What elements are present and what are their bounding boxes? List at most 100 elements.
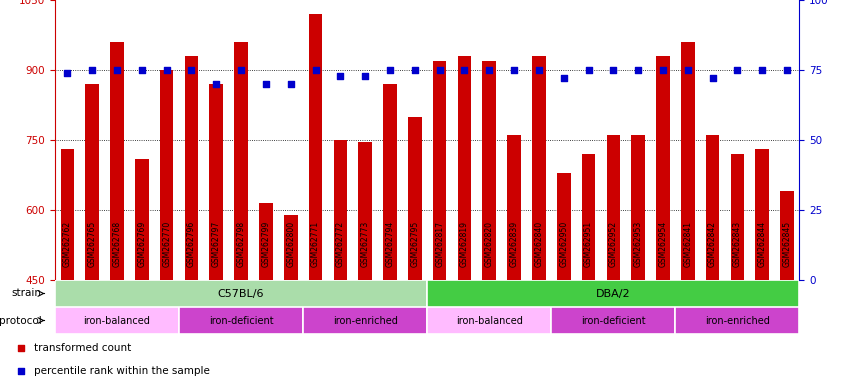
Text: GSM262773: GSM262773 <box>360 221 370 267</box>
Text: GSM262768: GSM262768 <box>113 221 122 267</box>
Bar <box>433 61 447 384</box>
Point <box>458 67 471 73</box>
Bar <box>333 140 347 384</box>
Text: GSM262842: GSM262842 <box>708 221 717 267</box>
Text: GSM262840: GSM262840 <box>535 221 543 267</box>
Text: GSM262796: GSM262796 <box>187 221 196 267</box>
Bar <box>160 70 173 384</box>
Bar <box>184 56 198 384</box>
Bar <box>234 42 248 384</box>
Text: protocol: protocol <box>0 316 41 326</box>
Bar <box>284 215 298 384</box>
Text: GSM262795: GSM262795 <box>410 221 420 267</box>
Point <box>433 67 447 73</box>
Bar <box>408 117 421 384</box>
Text: GSM262800: GSM262800 <box>286 221 295 267</box>
Point <box>532 67 546 73</box>
Point <box>383 67 397 73</box>
Bar <box>303 307 427 334</box>
Text: GSM262797: GSM262797 <box>212 221 221 267</box>
Point <box>85 67 99 73</box>
Point <box>731 67 744 73</box>
Text: GSM262845: GSM262845 <box>783 221 792 267</box>
Point <box>582 67 596 73</box>
Point <box>210 81 223 87</box>
Bar <box>135 159 149 384</box>
Point <box>135 67 149 73</box>
Text: GSM262817: GSM262817 <box>435 221 444 267</box>
Text: GSM262819: GSM262819 <box>460 221 469 267</box>
Text: GSM262771: GSM262771 <box>311 221 320 267</box>
Bar <box>552 307 675 334</box>
Bar <box>557 173 570 384</box>
Bar <box>508 135 521 384</box>
Text: GSM262954: GSM262954 <box>658 221 667 267</box>
Text: percentile rank within the sample: percentile rank within the sample <box>34 366 210 376</box>
Bar <box>706 135 719 384</box>
Text: iron-enriched: iron-enriched <box>705 316 770 326</box>
Text: GSM262950: GSM262950 <box>559 221 569 267</box>
Bar <box>427 280 799 307</box>
Text: GSM262952: GSM262952 <box>609 221 618 267</box>
Point <box>656 67 670 73</box>
Text: GSM262839: GSM262839 <box>509 221 519 267</box>
Point <box>508 67 521 73</box>
Text: transformed count: transformed count <box>34 343 131 353</box>
Bar <box>359 142 372 384</box>
Text: GSM262770: GSM262770 <box>162 221 171 267</box>
Point <box>284 81 298 87</box>
Text: C57BL/6: C57BL/6 <box>218 288 264 298</box>
Text: GSM262798: GSM262798 <box>237 221 245 267</box>
Text: iron-deficient: iron-deficient <box>209 316 273 326</box>
Bar <box>731 154 744 384</box>
Point <box>160 67 173 73</box>
Text: iron-deficient: iron-deficient <box>581 316 645 326</box>
Bar <box>383 84 397 384</box>
Point <box>234 67 248 73</box>
Point <box>608 29 622 35</box>
Bar <box>210 84 223 384</box>
Bar <box>482 61 496 384</box>
Text: GSM262799: GSM262799 <box>261 221 271 267</box>
Bar <box>458 56 471 384</box>
Point <box>259 81 272 87</box>
Text: GSM262951: GSM262951 <box>584 221 593 267</box>
Bar <box>755 149 769 384</box>
Point <box>755 67 769 73</box>
Text: GSM262769: GSM262769 <box>137 221 146 267</box>
Text: iron-balanced: iron-balanced <box>456 316 523 326</box>
Text: GSM262844: GSM262844 <box>758 221 766 267</box>
Text: GSM262762: GSM262762 <box>63 221 72 267</box>
Bar <box>179 307 303 334</box>
Point <box>631 67 645 73</box>
Point <box>333 73 347 79</box>
Bar <box>110 42 124 384</box>
Text: GSM262820: GSM262820 <box>485 221 494 267</box>
Bar <box>631 135 645 384</box>
Text: iron-balanced: iron-balanced <box>84 316 151 326</box>
Text: GSM262843: GSM262843 <box>733 221 742 267</box>
Bar <box>532 56 546 384</box>
Point <box>607 67 620 73</box>
Point <box>482 67 496 73</box>
Point <box>681 67 695 73</box>
Text: GSM262772: GSM262772 <box>336 221 345 267</box>
Point <box>608 238 622 244</box>
Point <box>557 75 570 81</box>
Text: GSM262794: GSM262794 <box>386 221 394 267</box>
Point <box>359 73 372 79</box>
Point <box>309 67 322 73</box>
Bar <box>780 191 794 384</box>
Text: GSM262953: GSM262953 <box>634 221 643 267</box>
Bar <box>582 154 596 384</box>
Bar <box>61 149 74 384</box>
Bar <box>427 307 552 334</box>
Point <box>61 70 74 76</box>
Point <box>110 67 124 73</box>
Bar <box>309 14 322 384</box>
Bar <box>656 56 670 384</box>
Bar <box>85 84 99 384</box>
Text: GSM262841: GSM262841 <box>684 221 692 267</box>
Point <box>780 67 794 73</box>
Point <box>408 67 421 73</box>
